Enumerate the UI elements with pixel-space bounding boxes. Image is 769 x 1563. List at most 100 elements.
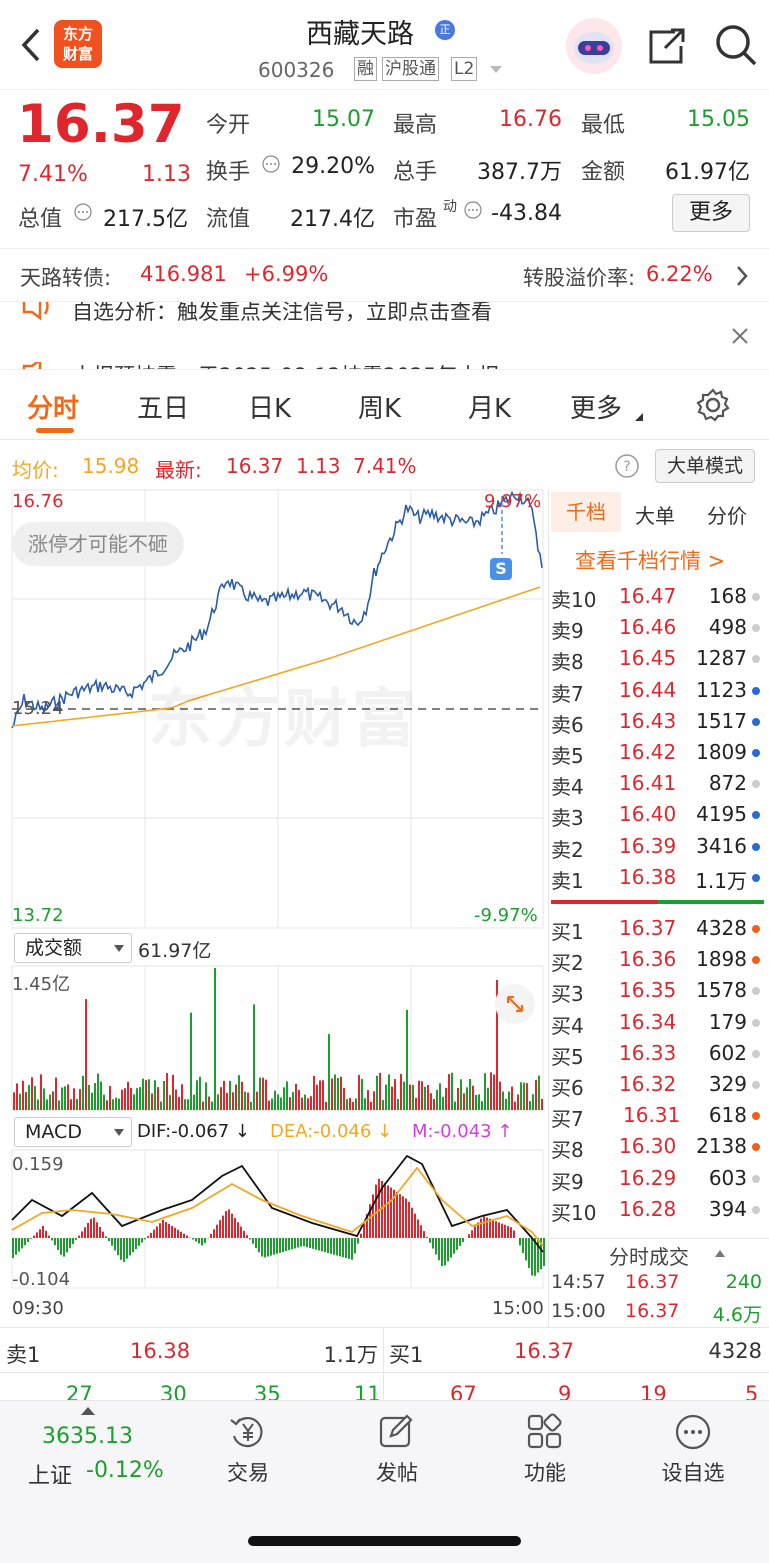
- volume-bar: [103, 1094, 105, 1110]
- nav-add-watchlist[interactable]: 设自选: [648, 1412, 738, 1487]
- bids-row[interactable]: 买10 16.28 394: [549, 1195, 769, 1225]
- tab-monthly-k[interactable]: 月K: [468, 394, 512, 424]
- view-full-depth-link[interactable]: 查看千档行情 >: [575, 549, 726, 573]
- gear-icon[interactable]: [695, 387, 731, 423]
- asks-row[interactable]: 卖2 16.39 3416: [549, 832, 769, 862]
- macd-bar: [231, 1213, 233, 1238]
- tab-intraday[interactable]: 分时: [27, 394, 80, 424]
- macd-bar: [396, 1191, 398, 1238]
- open-value: 15.07: [312, 107, 375, 132]
- nav-post[interactable]: 发帖: [352, 1412, 442, 1487]
- tab-daily-k[interactable]: 日K: [248, 394, 292, 424]
- tab-price-dist[interactable]: 分价: [707, 504, 747, 528]
- macd-bar: [525, 1238, 527, 1261]
- asks-dot-icon: [752, 749, 760, 757]
- svg-text:?: ?: [623, 459, 630, 475]
- l1-ask-price: 16.38: [130, 1339, 191, 1363]
- bids-row[interactable]: 买9 16.29 603: [549, 1164, 769, 1194]
- volume-bar: [352, 1101, 354, 1110]
- high-value: 16.76: [499, 107, 562, 132]
- back-arrow-icon[interactable]: [16, 26, 46, 64]
- volume-bar: [31, 1077, 33, 1110]
- tab-five-day[interactable]: 五日: [137, 394, 190, 424]
- convertible-bond-row[interactable]: 天路转债: 416.981 +6.99% 转股溢价率: 6.22%: [0, 248, 769, 302]
- macd-bar: [33, 1235, 35, 1238]
- volume-bar: [313, 1075, 315, 1110]
- asks-level-label: 卖10: [551, 588, 597, 612]
- nav-trade[interactable]: 交易: [203, 1412, 293, 1487]
- bids-row[interactable]: 买6 16.32 329: [549, 1070, 769, 1100]
- bids-row[interactable]: 买3 16.35 1578: [549, 976, 769, 1006]
- volume-bar: [19, 1093, 21, 1110]
- volume-bar: [16, 1083, 18, 1110]
- big-order-mode-button[interactable]: 大单模式: [655, 449, 755, 483]
- macd-bar: [267, 1238, 269, 1257]
- bids-dot-icon: [752, 1081, 760, 1089]
- macd-bar: [303, 1238, 305, 1247]
- volume-bar: [109, 1086, 111, 1110]
- dropdown-triangle-icon[interactable]: [488, 64, 504, 74]
- comment-bubble[interactable]: 涨停才可能不砸: [12, 522, 184, 566]
- tab-thousand-level[interactable]: 千档: [551, 492, 621, 532]
- robot-avatar-icon[interactable]: [566, 18, 622, 74]
- tick-trades-panel[interactable]: 分时成交 14:57 16.37 240 15:00 16.37 4.6万: [548, 1238, 769, 1328]
- asks-row[interactable]: 卖5 16.42 1809: [549, 738, 769, 768]
- asks-row[interactable]: 卖10 16.47 168: [549, 582, 769, 612]
- nav-functions[interactable]: 功能: [500, 1412, 590, 1487]
- macd-bar: [153, 1229, 155, 1238]
- macd-bar: [117, 1238, 119, 1256]
- index-name[interactable]: 上证: [28, 1464, 73, 1489]
- notice-ticker[interactable]: 自选分析：触发重点关注信号，立即点击查看 中报预披露，于2025-08-12披露…: [0, 302, 769, 370]
- close-icon[interactable]: [730, 326, 750, 346]
- level1-row[interactable]: 卖1 16.38 1.1万 买1 16.37 4328 27 30 35 11 …: [0, 1327, 769, 1401]
- bids-row[interactable]: 买5 16.33 602: [549, 1039, 769, 1069]
- volume-bar: [475, 1094, 477, 1110]
- macd-bar: [12, 1238, 14, 1258]
- volume-indicator-select[interactable]: 成交额: [14, 933, 132, 963]
- bids-row[interactable]: 买7 16.31 618: [549, 1101, 769, 1131]
- signal-s-icon[interactable]: S: [490, 558, 512, 580]
- bids-row[interactable]: 买4 16.34 179: [549, 1008, 769, 1038]
- macd-bar: [324, 1238, 326, 1253]
- asks-row[interactable]: 卖7 16.44 1123: [549, 676, 769, 706]
- info-dots-icon[interactable]: [73, 202, 93, 222]
- asks-row[interactable]: 卖6 16.43 1517: [549, 707, 769, 737]
- bids-row[interactable]: 买1 16.37 4328: [549, 914, 769, 944]
- bids-row[interactable]: 买8 16.30 2138: [549, 1132, 769, 1162]
- volume-bar: [289, 1097, 291, 1110]
- macd-bar: [165, 1221, 167, 1238]
- intraday-chart[interactable]: [0, 488, 548, 1328]
- asks-row[interactable]: 卖3 16.40 4195: [549, 800, 769, 830]
- macd-bar: [384, 1183, 386, 1238]
- quote-panel: 16.37 7.41% 1.13 总值 217.5亿 今开 15.07 最高 1…: [0, 90, 769, 248]
- chevron-right-icon[interactable]: [735, 265, 749, 287]
- asks-row[interactable]: 卖8 16.45 1287: [549, 644, 769, 674]
- bids-row[interactable]: 买2 16.36 1898: [549, 945, 769, 975]
- more-button[interactable]: 更多: [672, 194, 750, 232]
- index-pct[interactable]: -0.12%: [86, 1458, 164, 1483]
- tab-more[interactable]: 更多: [570, 394, 623, 424]
- macd-indicator-select[interactable]: MACD: [14, 1117, 132, 1147]
- volume-bar: [346, 1099, 348, 1110]
- dropdown-triangle-icon: [114, 945, 124, 952]
- bids-volume: 1898: [696, 947, 747, 972]
- asks-row[interactable]: 卖9 16.46 498: [549, 613, 769, 643]
- volume-bar: [427, 1085, 429, 1110]
- info-dots-icon[interactable]: [463, 200, 483, 220]
- share-icon[interactable]: [645, 24, 689, 68]
- asks-row[interactable]: 卖1 16.38 1.1万: [549, 863, 769, 893]
- macd-bar: [327, 1238, 329, 1253]
- expand-icon[interactable]: [495, 984, 535, 1024]
- index-value[interactable]: 3635.13: [42, 1424, 133, 1449]
- search-icon[interactable]: [713, 22, 759, 68]
- help-icon[interactable]: ?: [614, 453, 640, 479]
- asks-row[interactable]: 卖4 16.41 872: [549, 769, 769, 799]
- tab-big-order[interactable]: 大单: [635, 504, 675, 528]
- volume-bar: [121, 1089, 123, 1110]
- asks-dot-icon: [752, 873, 760, 882]
- tab-weekly-k[interactable]: 周K: [358, 394, 402, 424]
- info-dots-icon[interactable]: [261, 154, 281, 174]
- macd-bar: [330, 1238, 332, 1254]
- macd-bar: [69, 1238, 71, 1249]
- l1-ask-vol: 1.1万: [323, 1343, 378, 1367]
